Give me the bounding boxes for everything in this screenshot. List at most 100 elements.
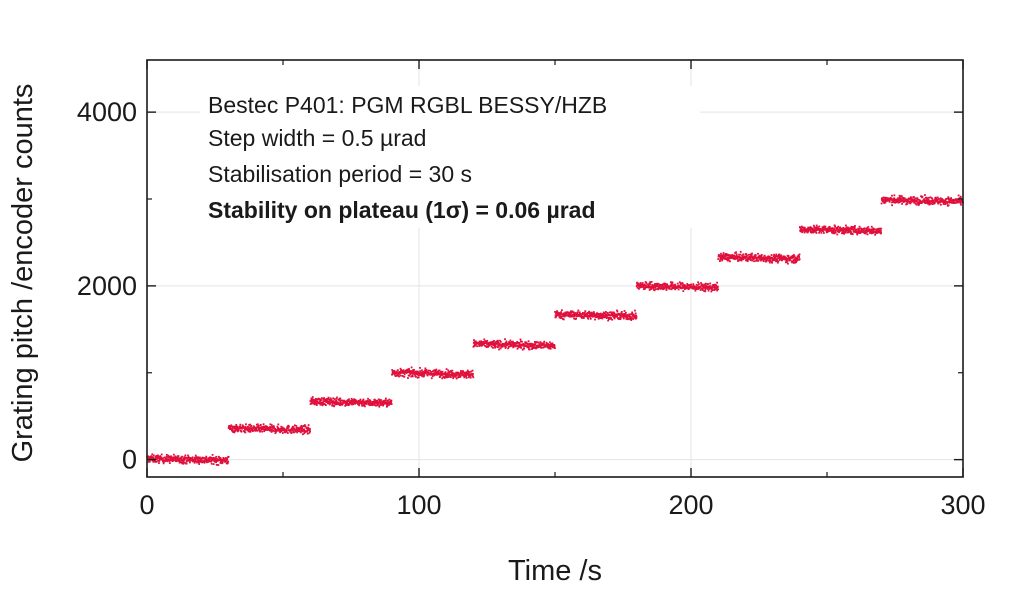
data-point xyxy=(509,339,512,342)
data-point xyxy=(321,404,324,407)
data-point xyxy=(735,253,738,256)
data-point xyxy=(562,315,565,318)
data-point xyxy=(857,227,860,230)
data-point xyxy=(459,375,462,378)
data-point xyxy=(792,259,795,262)
data-point xyxy=(663,287,666,290)
data-point xyxy=(739,253,742,256)
data-point xyxy=(379,399,382,401)
step-plateau xyxy=(635,280,720,293)
data-point xyxy=(594,318,596,321)
data-point xyxy=(828,227,830,230)
data-point xyxy=(210,460,213,463)
data-point xyxy=(959,200,962,203)
data-point xyxy=(629,316,632,319)
data-point xyxy=(849,227,852,229)
data-point xyxy=(766,259,768,261)
data-point xyxy=(821,228,824,231)
data-point xyxy=(172,459,175,462)
data-point xyxy=(848,231,850,234)
data-point xyxy=(505,346,507,349)
data-point xyxy=(297,430,300,433)
data-point xyxy=(750,254,753,257)
data-point xyxy=(859,232,862,234)
data-point xyxy=(374,399,377,402)
data-point xyxy=(327,396,330,399)
data-point xyxy=(504,341,507,344)
data-point xyxy=(647,283,650,286)
data-point xyxy=(292,426,295,428)
data-point xyxy=(721,256,724,259)
data-point xyxy=(517,346,520,349)
data-point xyxy=(195,460,198,463)
data-point xyxy=(166,460,169,463)
data-point xyxy=(744,255,747,258)
data-point xyxy=(810,231,813,234)
data-point xyxy=(543,343,545,345)
data-point xyxy=(780,254,783,257)
data-point xyxy=(582,312,585,315)
data-point xyxy=(335,401,337,403)
data-point xyxy=(790,257,793,260)
data-point xyxy=(628,317,630,320)
data-point xyxy=(800,228,803,231)
data-point xyxy=(673,286,676,288)
data-point xyxy=(588,311,591,314)
data-point xyxy=(331,402,334,405)
data-point xyxy=(419,366,421,369)
data-point xyxy=(270,426,272,429)
data-point xyxy=(527,345,530,348)
data-point xyxy=(174,457,176,460)
data-point xyxy=(540,346,543,349)
data-point xyxy=(842,227,845,229)
data-point xyxy=(294,429,297,432)
data-point xyxy=(376,399,379,402)
data-point xyxy=(857,230,860,233)
data-point xyxy=(924,202,927,205)
data-point xyxy=(274,432,277,435)
data-point xyxy=(409,373,412,376)
data-point xyxy=(375,402,378,405)
data-point xyxy=(369,399,372,402)
data-point xyxy=(545,342,548,345)
data-point xyxy=(513,342,516,344)
data-point xyxy=(355,399,358,402)
data-point xyxy=(199,460,202,463)
data-point xyxy=(719,255,722,258)
data-point xyxy=(828,226,831,228)
data-point xyxy=(959,196,962,199)
data-point xyxy=(704,287,706,289)
data-point xyxy=(722,252,725,254)
data-point xyxy=(608,316,611,319)
data-point xyxy=(681,282,684,285)
data-point xyxy=(548,344,551,346)
data-point xyxy=(447,376,450,378)
data-point xyxy=(224,460,227,463)
data-point xyxy=(637,283,640,286)
x-tick-label: 300 xyxy=(940,490,985,520)
data-point xyxy=(622,316,625,318)
data-point xyxy=(314,400,317,402)
data-point xyxy=(284,429,287,432)
data-point xyxy=(279,427,282,430)
data-point xyxy=(473,345,476,347)
data-point xyxy=(724,254,727,257)
data-point xyxy=(245,423,247,426)
data-point xyxy=(618,317,621,320)
data-point xyxy=(197,456,199,459)
y-tick-label: 0 xyxy=(122,445,137,475)
data-point xyxy=(736,257,739,259)
data-point xyxy=(214,457,217,460)
data-point xyxy=(249,430,252,433)
data-point xyxy=(810,228,813,231)
data-point xyxy=(842,229,845,232)
data-point xyxy=(183,459,186,461)
data-point xyxy=(257,424,260,427)
data-point xyxy=(210,457,213,459)
data-point xyxy=(944,200,946,203)
data-point xyxy=(877,229,879,232)
data-point xyxy=(281,432,284,434)
data-point xyxy=(726,258,729,261)
data-point xyxy=(850,228,853,231)
data-point xyxy=(732,255,734,257)
